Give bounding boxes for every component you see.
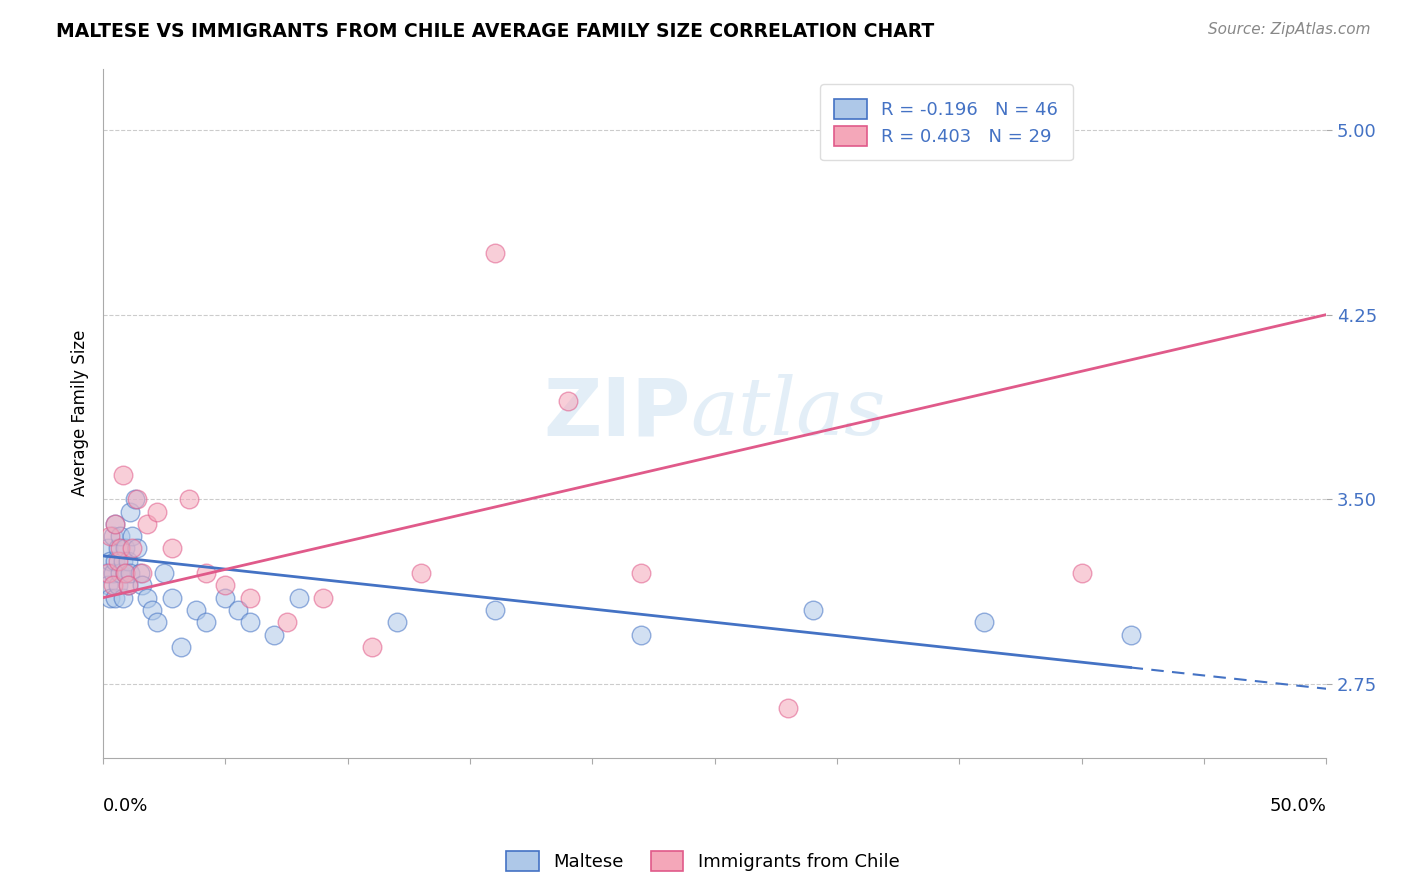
Point xyxy=(184,603,207,617)
Point xyxy=(107,554,129,568)
Point xyxy=(117,578,139,592)
Point xyxy=(136,591,159,605)
Point xyxy=(100,554,122,568)
Point xyxy=(146,504,169,518)
Point xyxy=(110,541,132,556)
Point xyxy=(117,554,139,568)
Point xyxy=(226,603,249,617)
Point xyxy=(194,615,217,630)
Point xyxy=(276,615,298,630)
Point xyxy=(239,615,262,630)
Point xyxy=(1119,627,1142,641)
Text: 50.0%: 50.0% xyxy=(1270,797,1326,814)
Point xyxy=(127,541,149,556)
Point xyxy=(121,541,143,556)
Point xyxy=(104,516,127,531)
Point xyxy=(214,591,236,605)
Legend: R = -0.196   N = 46, R = 0.403   N = 29: R = -0.196 N = 46, R = 0.403 N = 29 xyxy=(820,85,1073,161)
Point xyxy=(146,615,169,630)
Point xyxy=(124,492,146,507)
Point xyxy=(288,591,311,605)
Text: Source: ZipAtlas.com: Source: ZipAtlas.com xyxy=(1208,22,1371,37)
Point xyxy=(97,578,120,592)
Point xyxy=(136,516,159,531)
Point xyxy=(121,529,143,543)
Point xyxy=(111,467,134,482)
Point xyxy=(263,627,285,641)
Point xyxy=(127,492,149,507)
Point xyxy=(118,566,141,580)
Point xyxy=(160,541,183,556)
Point xyxy=(194,566,217,580)
Point xyxy=(361,640,384,654)
Point xyxy=(131,566,153,580)
Y-axis label: Average Family Size: Average Family Size xyxy=(72,330,89,496)
Point xyxy=(924,788,946,802)
Point xyxy=(153,566,176,580)
Point xyxy=(110,566,132,580)
Point xyxy=(101,529,124,543)
Point xyxy=(101,578,124,592)
Text: 0.0%: 0.0% xyxy=(103,797,149,814)
Point xyxy=(312,591,335,605)
Point xyxy=(114,566,136,580)
Point xyxy=(630,627,652,641)
Point xyxy=(778,701,800,715)
Point xyxy=(630,566,652,580)
Point xyxy=(107,578,129,592)
Text: atlas: atlas xyxy=(690,375,886,452)
Point xyxy=(107,541,129,556)
Point xyxy=(100,529,122,543)
Point xyxy=(111,591,134,605)
Point xyxy=(160,591,183,605)
Point xyxy=(484,603,506,617)
Point xyxy=(114,541,136,556)
Point xyxy=(110,529,132,543)
Point xyxy=(104,516,127,531)
Point xyxy=(100,591,122,605)
Point xyxy=(239,591,262,605)
Point xyxy=(141,603,163,617)
Point xyxy=(104,591,127,605)
Point xyxy=(111,554,134,568)
Point xyxy=(973,615,995,630)
Point xyxy=(118,504,141,518)
Point xyxy=(101,566,124,580)
Point xyxy=(128,566,150,580)
Point xyxy=(97,541,120,556)
Point xyxy=(214,578,236,592)
Legend: Maltese, Immigrants from Chile: Maltese, Immigrants from Chile xyxy=(499,844,907,879)
Point xyxy=(114,566,136,580)
Text: ZIP: ZIP xyxy=(543,374,690,452)
Text: MALTESE VS IMMIGRANTS FROM CHILE AVERAGE FAMILY SIZE CORRELATION CHART: MALTESE VS IMMIGRANTS FROM CHILE AVERAGE… xyxy=(56,22,935,41)
Point xyxy=(385,615,408,630)
Point xyxy=(131,578,153,592)
Point xyxy=(117,578,139,592)
Point xyxy=(801,603,824,617)
Point xyxy=(411,566,433,580)
Point xyxy=(177,492,200,507)
Point xyxy=(94,566,117,580)
Point xyxy=(104,554,127,568)
Point xyxy=(97,566,120,580)
Point xyxy=(557,393,579,408)
Point xyxy=(484,246,506,260)
Point xyxy=(170,640,193,654)
Point xyxy=(1070,566,1092,580)
